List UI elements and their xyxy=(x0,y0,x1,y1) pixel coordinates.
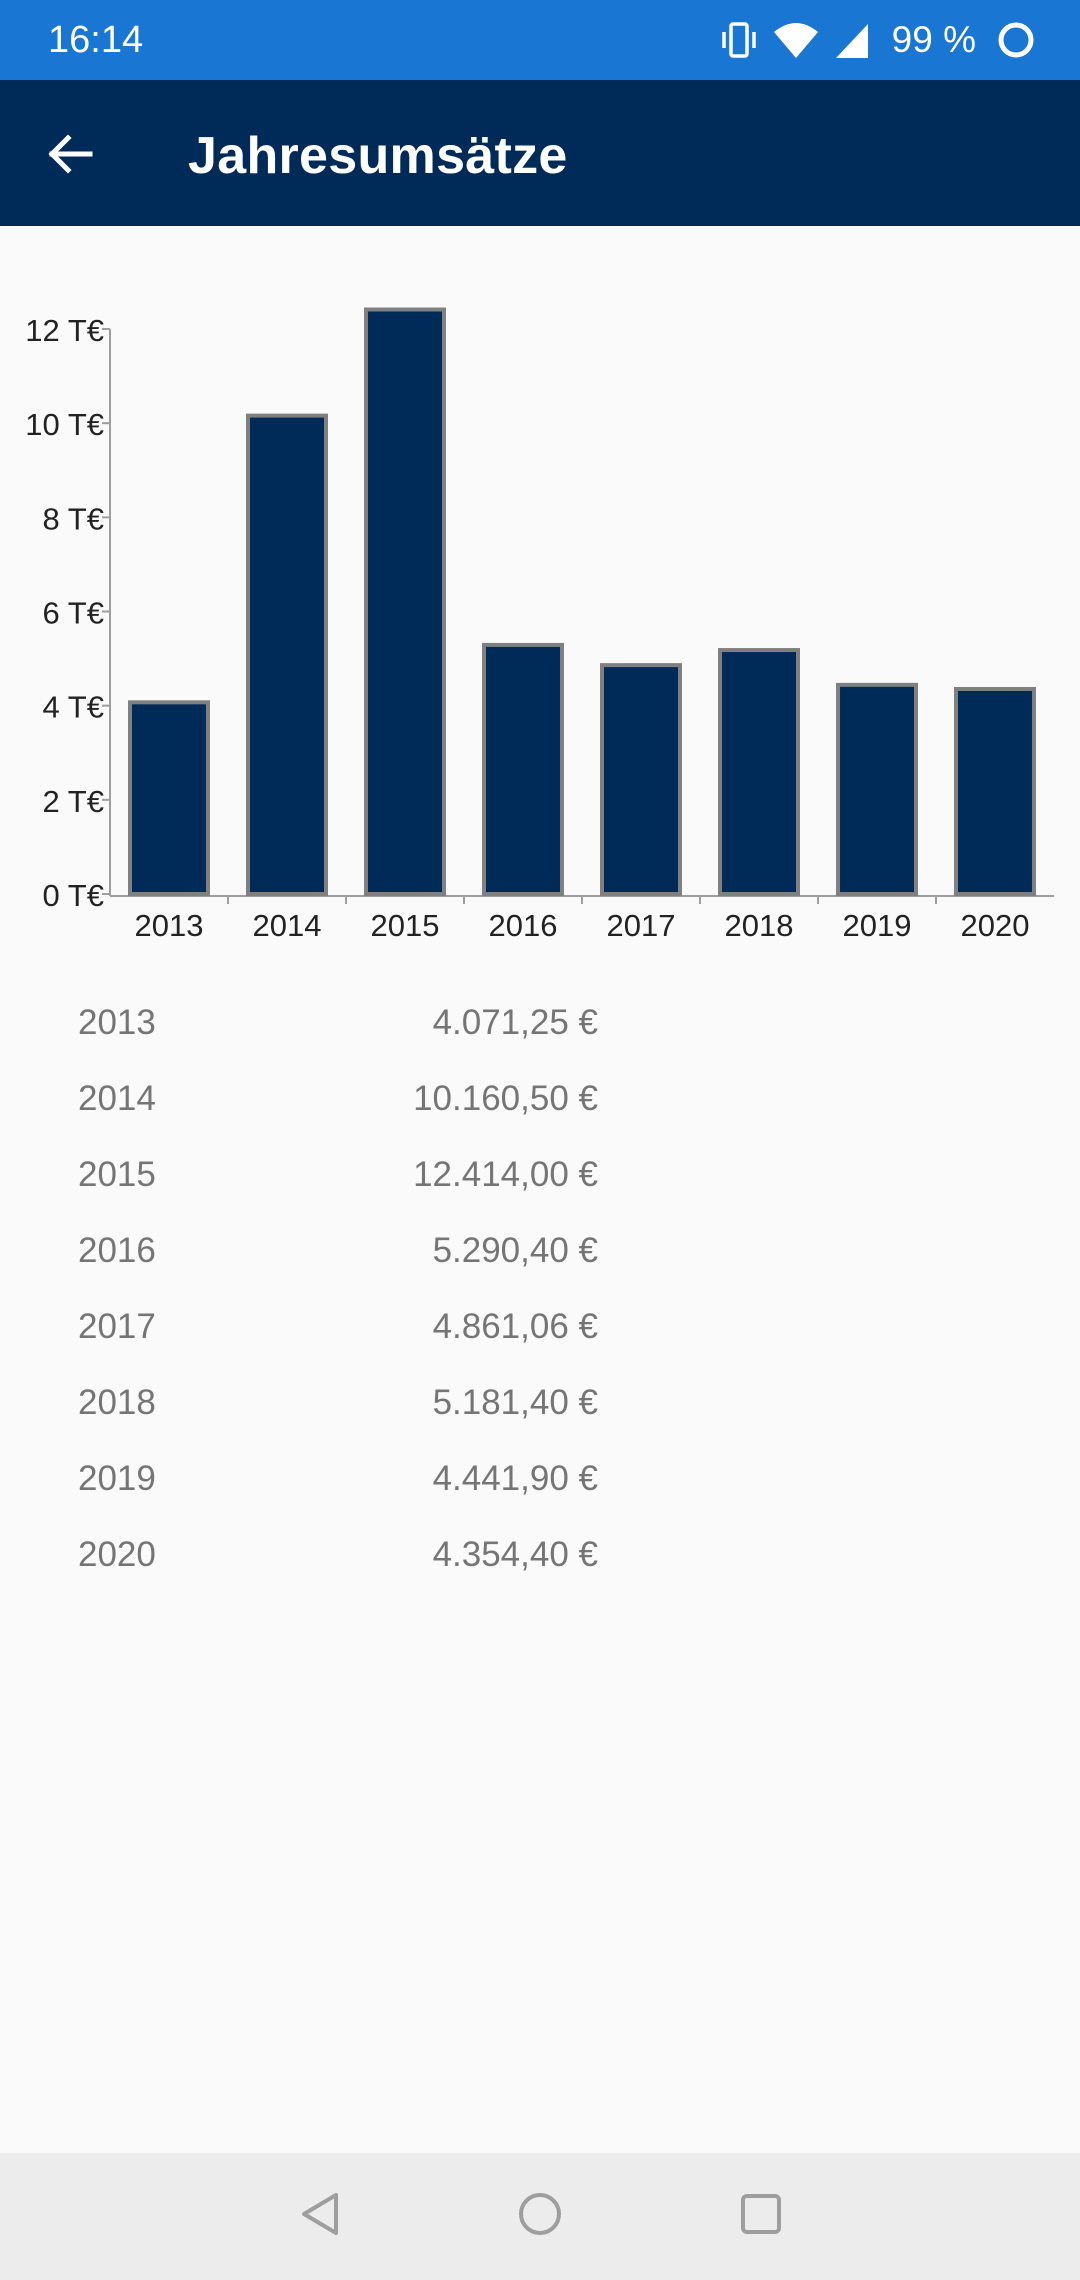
bar xyxy=(718,648,800,896)
bar xyxy=(364,307,446,896)
vibrate-icon xyxy=(720,20,758,60)
cell-signal-icon xyxy=(834,20,870,60)
y-tick-label: 6 T€ xyxy=(43,596,104,631)
sales-row: 2014 10.160,50 € xyxy=(78,1061,598,1137)
bar xyxy=(246,413,328,896)
y-tick-label: 0 T€ xyxy=(43,878,104,913)
sales-year: 2017 xyxy=(78,1307,156,1346)
sales-year: 2016 xyxy=(78,1231,156,1270)
x-tick-label: 2015 xyxy=(371,908,440,943)
x-tick-label: 2014 xyxy=(253,908,322,943)
sales-table: 2013 4.071,25 € 2014 10.160,50 € 2015 12.414,… xyxy=(78,985,598,1593)
sales-amount: 4.861,06 € xyxy=(432,1307,598,1346)
page-title: Jahresumsätze xyxy=(188,127,568,185)
sales-row: 2018 5.181,40 € xyxy=(78,1365,598,1441)
sales-year: 2014 xyxy=(78,1079,156,1118)
sales-year: 2013 xyxy=(78,1003,156,1042)
sales-row: 2013 4.071,25 € xyxy=(78,985,598,1061)
sales-row: 2016 5.290,40 € xyxy=(78,1213,598,1289)
back-button[interactable] xyxy=(30,116,110,196)
nav-home-button[interactable] xyxy=(505,2181,575,2251)
nav-recents-button[interactable] xyxy=(726,2181,796,2251)
sales-year: 2020 xyxy=(78,1535,156,1574)
sales-amount: 12.414,00 € xyxy=(413,1155,598,1194)
arrow-back-icon xyxy=(46,130,94,183)
nav-back-icon xyxy=(296,2189,346,2244)
sales-amount: 4.071,25 € xyxy=(432,1003,598,1042)
app-bar: Jahresumsätze xyxy=(0,80,1080,226)
nav-home-icon xyxy=(515,2189,565,2244)
y-tick-label: 12 T€ xyxy=(25,313,104,348)
y-tick-label: 10 T€ xyxy=(25,407,104,442)
x-tick-label: 2020 xyxy=(961,908,1030,943)
y-tick-label: 4 T€ xyxy=(43,690,104,725)
sales-year: 2018 xyxy=(78,1383,156,1422)
nav-back-button[interactable] xyxy=(286,2181,356,2251)
sales-year: 2015 xyxy=(78,1155,156,1194)
wifi-icon xyxy=(772,20,820,60)
sales-amount: 10.160,50 € xyxy=(413,1079,598,1118)
sales-row: 2015 12.414,00 € xyxy=(78,1137,598,1213)
sales-amount: 5.181,40 € xyxy=(432,1383,598,1422)
x-tick-label: 2019 xyxy=(843,908,912,943)
sales-row: 2017 4.861,06 € xyxy=(78,1289,598,1365)
sales-amount: 4.441,90 € xyxy=(432,1459,598,1498)
y-tick-label: 2 T€ xyxy=(43,784,104,819)
sales-row: 2020 4.354,40 € xyxy=(78,1517,598,1593)
x-tick-label: 2018 xyxy=(725,908,794,943)
battery-ring-icon xyxy=(996,20,1036,60)
battery-text: 99 % xyxy=(891,19,976,60)
bar xyxy=(836,682,918,896)
sales-amount: 4.354,40 € xyxy=(432,1535,598,1574)
sales-year: 2019 xyxy=(78,1459,156,1498)
bar xyxy=(482,642,564,896)
bar xyxy=(600,663,682,896)
sales-amount: 5.290,40 € xyxy=(432,1231,598,1270)
nav-recents-icon xyxy=(736,2189,786,2244)
sales-chart: 0 T€ 2 T€ 4 T€ 6 T€ 8 T€ 10 T€ 12 T€ 2013 2014 20… xyxy=(0,226,1080,966)
x-tick-label: 2016 xyxy=(489,908,558,943)
status-bar: 16:14 99 % xyxy=(0,0,1080,80)
sales-row: 2019 4.441,90 € xyxy=(78,1441,598,1517)
bar xyxy=(128,700,210,896)
status-time: 16:14 xyxy=(48,19,144,61)
status-icons: 99 % xyxy=(720,14,1036,66)
y-tick-label: 8 T€ xyxy=(43,501,104,536)
navigation-bar xyxy=(0,2153,1080,2280)
bar-chart-svg: 0 T€ 2 T€ 4 T€ 6 T€ 8 T€ 10 T€ 12 T€ 2013 2014 20… xyxy=(25,307,1054,943)
x-tick-label: 2017 xyxy=(607,908,676,943)
x-tick-label: 2013 xyxy=(135,908,204,943)
bar xyxy=(954,686,1036,897)
